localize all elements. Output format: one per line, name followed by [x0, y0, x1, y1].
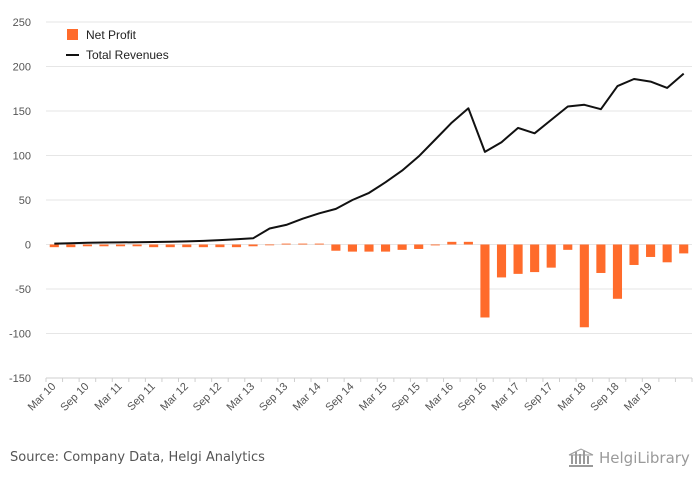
y-tick-label: 250 [13, 17, 31, 29]
grid [46, 21, 692, 379]
bar [629, 244, 639, 265]
line-layer [54, 72, 685, 245]
bar [496, 244, 507, 278]
x-tick-label: Mar 14 [291, 381, 324, 414]
y-tick-label: -150 [9, 373, 31, 385]
y-tick-label: 50 [19, 195, 31, 207]
bar [414, 244, 424, 249]
bar [99, 244, 109, 247]
x-tick-label: Mar 15 [357, 381, 390, 414]
bar [281, 243, 291, 245]
bar [149, 244, 159, 248]
bar [596, 244, 606, 273]
bars [49, 241, 689, 328]
bar [66, 244, 76, 248]
x-tick-label: Sep 11 [125, 381, 158, 414]
bar [563, 244, 573, 250]
bar [646, 244, 656, 257]
bar [480, 244, 490, 318]
x-tick-label: Mar 12 [158, 381, 191, 414]
y-tick-label: 100 [13, 151, 31, 163]
bar [248, 244, 258, 247]
bar [679, 244, 689, 254]
y-tick-label: 150 [13, 106, 31, 118]
bar [215, 244, 225, 248]
legend-label-total-revenues: Total Revenues [86, 48, 169, 62]
legend: Net Profit Total Revenues [66, 28, 169, 62]
bar [513, 244, 523, 274]
y-axis-ticks: 250 200 150 100 50 0 -50 -100 -150 [9, 17, 31, 385]
bar [546, 244, 556, 268]
bar [314, 243, 324, 245]
y-tick-label: -50 [15, 284, 31, 296]
bar [198, 244, 208, 248]
x-tick-label: Sep 10 [58, 381, 91, 414]
bar [397, 244, 407, 250]
x-tick-label: Mar 19 [622, 381, 655, 414]
x-tick-label: Mar 16 [423, 381, 456, 414]
x-tick-label: Sep 18 [588, 381, 621, 414]
bar [447, 241, 457, 245]
bar [463, 241, 473, 245]
x-tick-label: Sep 16 [456, 381, 489, 414]
bar [182, 244, 192, 248]
source-note: Source: Company Data, Helgi Analytics [10, 450, 265, 465]
x-tick-label: Sep 17 [522, 381, 555, 414]
bar [132, 244, 142, 247]
y-tick-label: 200 [13, 62, 31, 74]
bar [364, 244, 374, 252]
bar [530, 244, 540, 273]
bar [579, 244, 589, 328]
bar [82, 244, 92, 247]
brand-name: HelgiLibrary [599, 449, 690, 467]
bar [231, 244, 242, 248]
x-tick-label: Sep 14 [323, 381, 356, 414]
x-tick-label: Mar 17 [489, 381, 522, 414]
x-tick-label: Sep 13 [257, 381, 290, 414]
x-axis: Mar 10 Sep 10 Mar 11 Sep 11 Mar 12 Sep 12 Mar … [26, 377, 693, 414]
bar [612, 244, 623, 299]
revenue-line [54, 72, 685, 245]
x-tick-label: Mar 11 [93, 381, 125, 413]
legend-swatch-net-profit [67, 29, 78, 40]
bar [331, 244, 341, 251]
x-tick-label: Mar 10 [26, 381, 59, 414]
bar [49, 244, 59, 248]
library-building-icon [568, 448, 594, 467]
brand: HelgiLibrary [568, 448, 690, 468]
y-tick-label: 0 [25, 240, 31, 252]
bar [662, 244, 672, 263]
bar [265, 244, 275, 246]
bar [430, 244, 440, 246]
bar [381, 244, 391, 252]
bar [165, 244, 175, 248]
bar [115, 244, 126, 247]
x-tick-label: Sep 15 [390, 381, 423, 414]
x-tick-label: Mar 18 [556, 381, 589, 414]
bar [347, 244, 357, 252]
x-tick-label: Mar 13 [224, 381, 257, 414]
x-tick-label: Sep 12 [191, 381, 224, 414]
y-tick-label: -100 [9, 329, 31, 341]
bar [298, 243, 308, 245]
legend-label-net-profit: Net Profit [86, 28, 137, 42]
